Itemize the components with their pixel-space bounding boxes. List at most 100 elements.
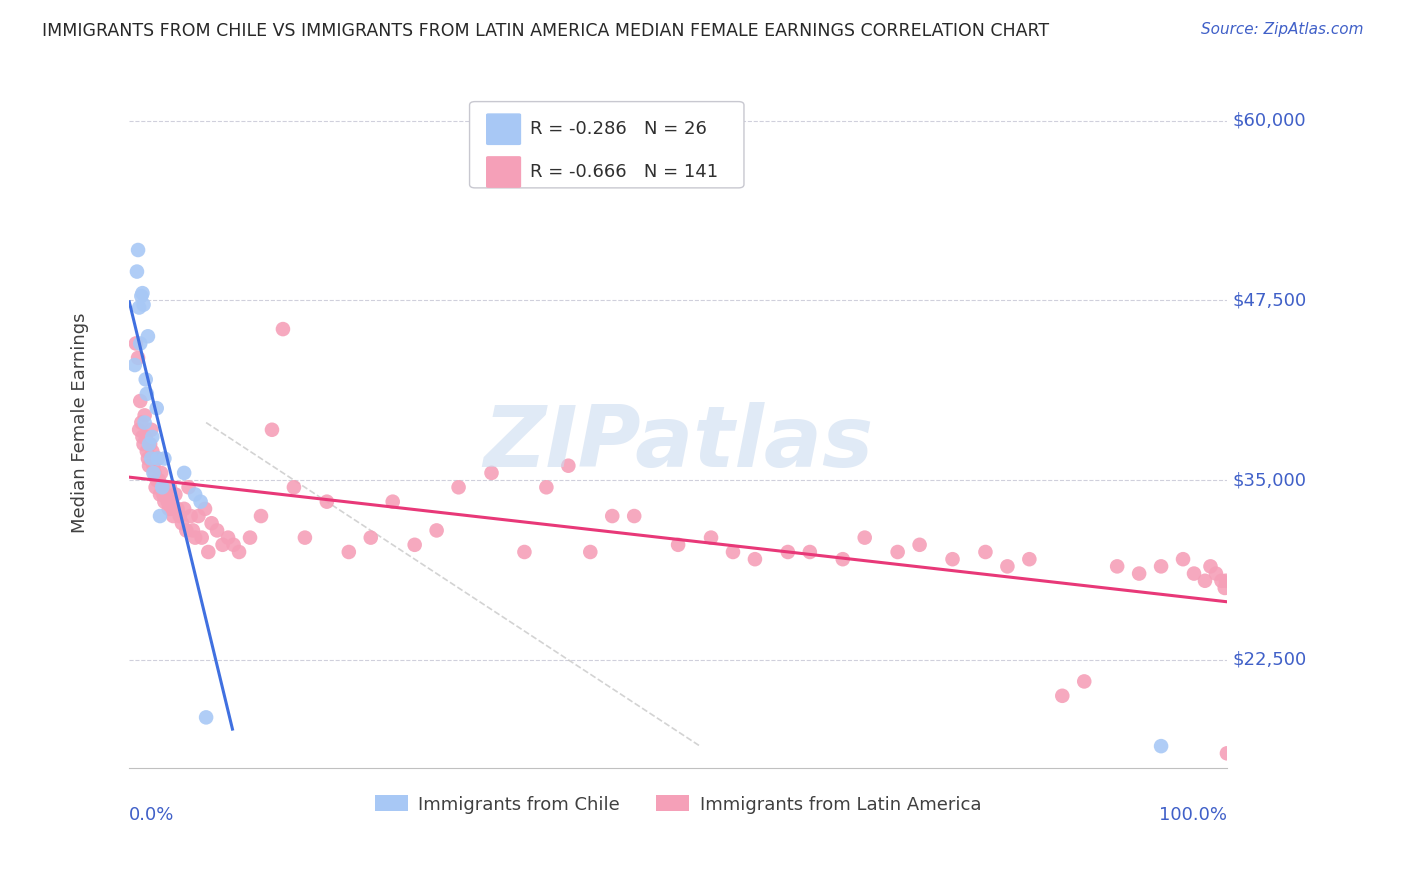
Point — [1107, 559, 1129, 574]
Point — [146, 451, 169, 466]
Point — [134, 416, 156, 430]
Point — [131, 289, 153, 303]
Point — [974, 545, 997, 559]
Point — [138, 437, 160, 451]
Text: $60,000: $60,000 — [1233, 112, 1306, 129]
Point — [1018, 552, 1040, 566]
Point — [180, 509, 202, 524]
Point — [205, 524, 228, 538]
Point — [153, 451, 176, 466]
Point — [228, 545, 250, 559]
FancyBboxPatch shape — [486, 113, 522, 145]
Text: Median Female Earnings: Median Female Earnings — [70, 312, 89, 533]
Point — [886, 545, 908, 559]
Point — [157, 501, 180, 516]
Point — [141, 430, 163, 444]
Point — [128, 301, 150, 315]
Point — [194, 501, 217, 516]
Point — [145, 401, 167, 416]
Point — [177, 480, 200, 494]
Point — [239, 531, 262, 545]
Point — [132, 437, 155, 451]
Point — [557, 458, 579, 473]
Point — [141, 423, 163, 437]
Point — [135, 386, 157, 401]
Point — [200, 516, 222, 531]
Point — [125, 336, 148, 351]
Text: ZIPatlas: ZIPatlas — [484, 401, 873, 484]
Point — [600, 509, 623, 524]
Point — [666, 538, 689, 552]
Point — [166, 501, 188, 516]
Text: $47,500: $47,500 — [1233, 292, 1306, 310]
Point — [134, 409, 156, 423]
Point — [181, 524, 204, 538]
FancyBboxPatch shape — [486, 156, 522, 188]
Point — [165, 487, 187, 501]
Point — [187, 509, 209, 524]
Point — [799, 545, 821, 559]
Point — [1205, 566, 1227, 581]
Point — [145, 473, 167, 487]
Point — [481, 466, 503, 480]
Text: $22,500: $22,500 — [1233, 651, 1306, 669]
Point — [908, 538, 931, 552]
Point — [184, 487, 207, 501]
Point — [1194, 574, 1216, 588]
Point — [360, 531, 382, 545]
Point — [136, 451, 159, 466]
Point — [211, 538, 233, 552]
Point — [129, 336, 152, 351]
Point — [195, 710, 218, 724]
Point — [124, 358, 146, 372]
Point — [1211, 574, 1233, 588]
Point — [447, 480, 470, 494]
Point — [142, 466, 165, 480]
Point — [145, 480, 167, 494]
Point — [260, 423, 283, 437]
Point — [173, 501, 195, 516]
Text: R = -0.666   N = 141: R = -0.666 N = 141 — [530, 163, 718, 181]
Point — [997, 559, 1019, 574]
Point — [159, 480, 181, 494]
Point — [173, 466, 195, 480]
Point — [125, 264, 148, 278]
Point — [579, 545, 602, 559]
Point — [271, 322, 294, 336]
Point — [155, 487, 177, 501]
Point — [217, 531, 239, 545]
Point — [1128, 566, 1150, 581]
Point — [1213, 581, 1236, 595]
Point — [283, 480, 305, 494]
Point — [1182, 566, 1205, 581]
Text: R = -0.286   N = 26: R = -0.286 N = 26 — [530, 120, 707, 138]
Point — [146, 451, 169, 466]
Point — [721, 545, 744, 559]
Point — [426, 524, 449, 538]
Point — [142, 458, 165, 473]
Point — [776, 545, 799, 559]
Text: Source: ZipAtlas.com: Source: ZipAtlas.com — [1201, 22, 1364, 37]
Point — [294, 531, 316, 545]
Point — [127, 243, 149, 257]
Point — [152, 487, 174, 501]
FancyBboxPatch shape — [470, 102, 744, 188]
Legend: Immigrants from Chile, Immigrants from Latin America: Immigrants from Chile, Immigrants from L… — [368, 789, 988, 821]
Point — [222, 538, 245, 552]
Point — [132, 298, 155, 312]
Text: 100.0%: 100.0% — [1159, 805, 1227, 823]
Point — [1073, 674, 1095, 689]
Point — [131, 416, 153, 430]
Point — [141, 444, 163, 458]
Point — [149, 509, 172, 524]
Point — [941, 552, 963, 566]
Text: 0.0%: 0.0% — [129, 805, 174, 823]
Point — [190, 494, 212, 508]
Point — [135, 444, 157, 458]
Point — [135, 372, 157, 386]
Point — [1150, 739, 1173, 753]
Point — [176, 524, 198, 538]
Point — [404, 538, 426, 552]
Point — [160, 501, 183, 516]
Point — [169, 509, 191, 524]
